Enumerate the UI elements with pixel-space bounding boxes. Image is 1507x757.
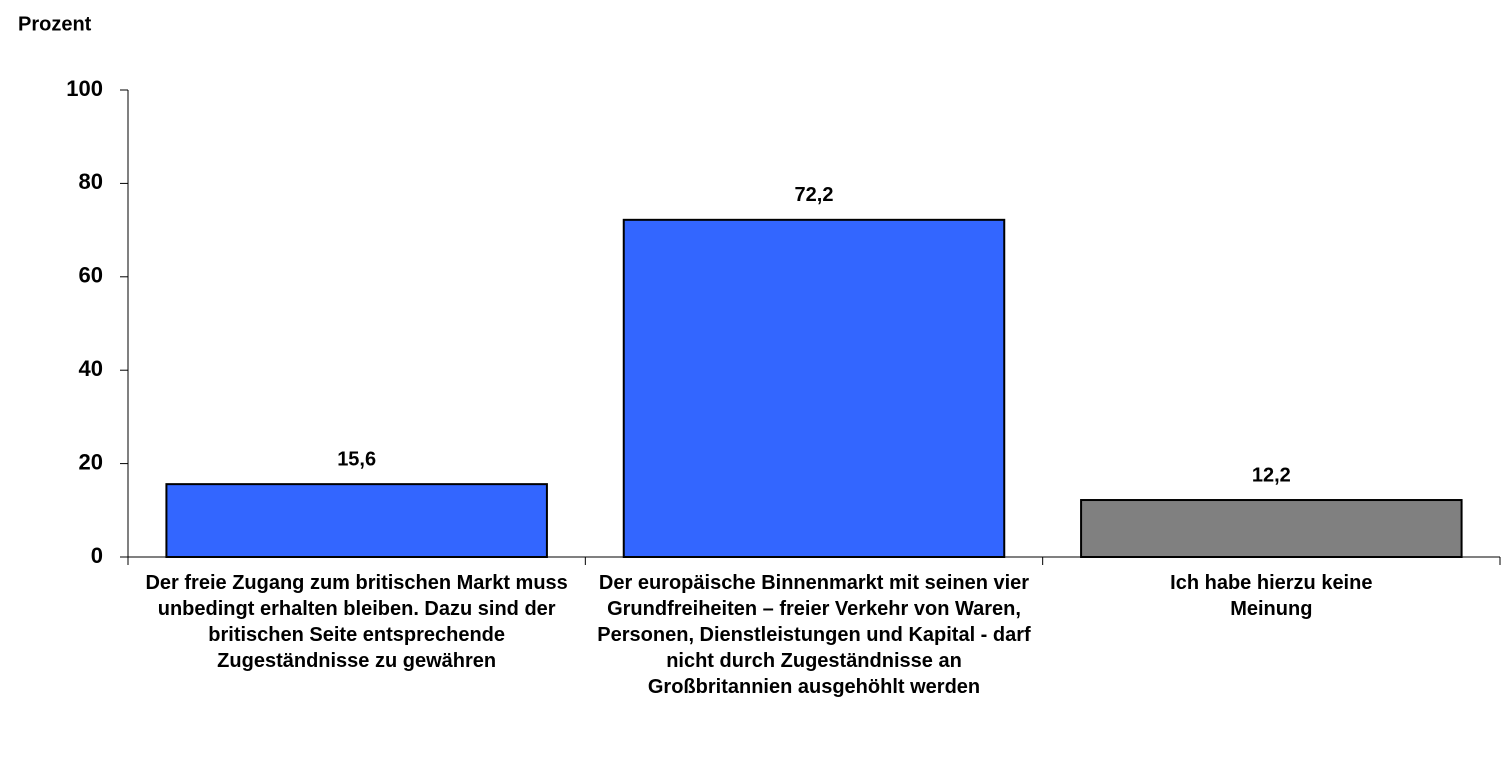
value-label: 15,6 [337, 448, 376, 470]
y-tick-label: 80 [79, 169, 103, 194]
y-tick-label: 20 [79, 449, 103, 474]
value-label: 72,2 [795, 184, 834, 206]
x-tick-label: Ich habe hierzu keine Meinung [1170, 572, 1373, 620]
bar [1080, 499, 1463, 558]
y-tick-label: 0 [91, 543, 103, 568]
y-tick-label: 100 [66, 76, 103, 101]
y-tick-label: 40 [79, 356, 103, 381]
x-tick-label: Der europäische Binnenmarkt mit seinen v… [597, 572, 1031, 698]
x-tick-label: Der freie Zugang zum britischen Markt mu… [145, 572, 568, 672]
y-tick-label: 60 [79, 263, 103, 288]
bar [622, 218, 1006, 559]
bar [165, 483, 548, 559]
y-axis-label: Prozent [18, 13, 92, 35]
value-label: 12,2 [1252, 464, 1291, 486]
